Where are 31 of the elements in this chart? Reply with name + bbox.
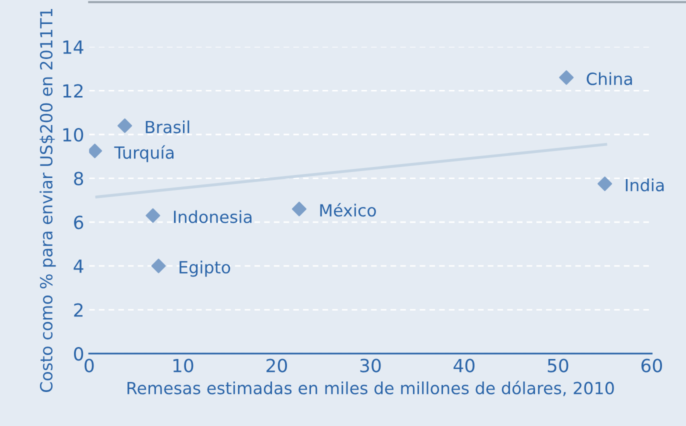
x-tick-label: 60 (641, 358, 662, 372)
annotation: México (320, 203, 376, 217)
annotation: China (586, 72, 632, 86)
annotation: Egipto (180, 260, 230, 277)
point (118, 118, 132, 134)
x-tick-label: 30 (360, 358, 381, 372)
y-tick-label: 0 (74, 347, 84, 361)
y-tick-label: 8 (74, 172, 84, 186)
y-axis-title: Costo como % para enviar US$200 en 2011T1 (40, 9, 56, 392)
point (151, 258, 166, 274)
x-tick-label: 20 (266, 358, 287, 372)
x-tick-label: 0 (84, 358, 94, 372)
y-tick-label: 2 (74, 303, 83, 317)
point (559, 70, 574, 85)
x-tick-label: 10 (173, 358, 194, 372)
annotation: India (626, 178, 664, 192)
point (598, 176, 612, 192)
y-tick-label: 6 (74, 216, 84, 230)
annotation: Brasil (146, 120, 190, 134)
y-tick-label: 4 (74, 260, 84, 273)
annotation: Indonesia (174, 210, 252, 224)
y-tick-label: 14 (63, 40, 84, 54)
point (146, 208, 160, 223)
x-tick-label: 50 (548, 358, 568, 372)
point (89, 144, 102, 158)
x-tick-label: 40 (454, 358, 474, 372)
y-tick-label: 12 (63, 84, 83, 98)
y-tick-label: 10 (63, 128, 84, 142)
x-axis-title: Remesas estimadas en miles de millones de dólares, 2010 (128, 380, 614, 396)
annotation: Turquía (114, 145, 174, 162)
point (292, 202, 306, 216)
